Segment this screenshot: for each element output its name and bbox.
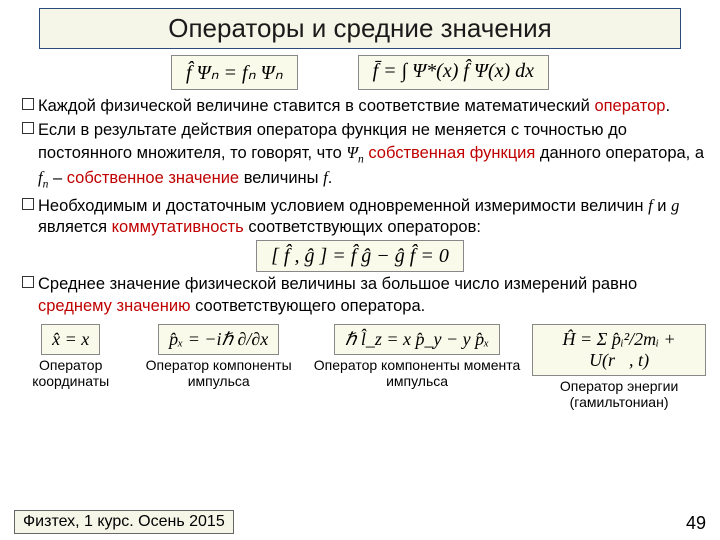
op-momentum-eq: p̂ₓ = −iℏ ∂/∂x — [158, 324, 279, 355]
bullet-icon — [22, 198, 34, 210]
op-coord-eq: x̂ = x — [41, 324, 100, 355]
op-hamiltonian: Ĥ = Σ p̂ᵢ²/2mᵢ + U(r⃗, t) Оператор энерг… — [532, 324, 706, 410]
op-angular: ℏ l̂_z = x p̂_y − y p̂ₓ Оператор компоне… — [310, 324, 524, 389]
bullet-1: Каждой физической величине ставится в со… — [14, 96, 706, 118]
bullets-top: Каждой физической величине ставится в со… — [14, 96, 706, 239]
commutator-equation: [ f̂ , ĝ ] = f̂ ĝ − ĝ f̂ = 0 — [256, 240, 464, 272]
bullet-4: Среднее значение физической величины за … — [14, 274, 706, 318]
commutator-row: [ f̂ , ĝ ] = f̂ ĝ − ĝ f̂ = 0 — [14, 245, 706, 268]
bullet-2: Если в результате действия оператора фун… — [14, 120, 706, 193]
title-box: Операторы и средние значения — [39, 8, 681, 49]
equation-row-top: f̂ Ψₙ = fₙ Ψₙ f̄ = ∫ Ψ*(x) f̂ Ψ(x) dx — [14, 55, 706, 90]
mean-equation: f̄ = ∫ Ψ*(x) f̂ Ψ(x) dx — [358, 55, 549, 90]
op-coord-label: Оператор координаты — [14, 357, 127, 389]
footer-text: Физтех, 1 курс. Осень 2015 — [14, 510, 234, 534]
op-hamiltonian-label: Оператор энергии (гамильтониан) — [532, 378, 706, 410]
bullet-icon — [22, 122, 34, 134]
bullet-icon — [22, 276, 34, 288]
op-angular-eq: ℏ l̂_z = x p̂_y − y p̂ₓ — [334, 324, 500, 355]
bullet-3: Необходимым и достаточным условием однов… — [14, 195, 706, 240]
bullet-icon — [22, 98, 34, 110]
op-momentum-label: Оператор компоненты импульса — [135, 357, 302, 389]
op-momentum: p̂ₓ = −iℏ ∂/∂x Оператор компоненты импул… — [135, 324, 302, 389]
op-angular-label: Оператор компоненты момента импульса — [310, 357, 524, 389]
footer: Физтех, 1 курс. Осень 2015 49 — [14, 510, 706, 534]
bullets-bottom: Среднее значение физической величины за … — [14, 274, 706, 318]
page-title: Операторы и средние значения — [168, 13, 552, 43]
op-hamiltonian-eq: Ĥ = Σ p̂ᵢ²/2mᵢ + U(r⃗, t) — [532, 324, 706, 376]
page-number: 49 — [686, 513, 706, 534]
eigen-equation: f̂ Ψₙ = fₙ Ψₙ — [171, 55, 298, 90]
op-coord: x̂ = x Оператор координаты — [14, 324, 127, 389]
operators-row: x̂ = x Оператор координаты p̂ₓ = −iℏ ∂/∂… — [14, 324, 706, 410]
